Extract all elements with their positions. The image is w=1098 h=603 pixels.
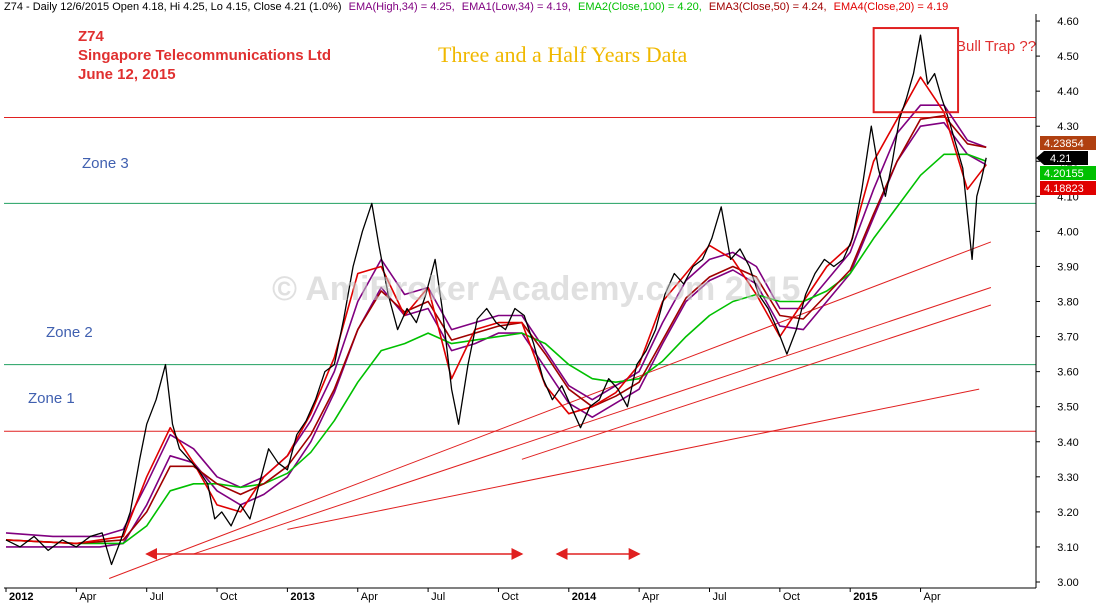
y-tick-label: 4.50: [1057, 51, 1078, 63]
trendline: [193, 287, 992, 555]
header-symbol-line: Z74 - Daily 12/6/2015 Open 4.18, Hi 4.25…: [4, 1, 342, 13]
bull-trap-label: Bull Trap ??: [956, 38, 1037, 55]
header-ema-50: EMA3(Close,50) = 4.24,: [708, 1, 827, 13]
y-tick-label: 3.70: [1057, 332, 1078, 344]
y-tick-label: 3.20: [1057, 507, 1078, 519]
x-tick-label: Jul: [713, 591, 727, 603]
price-tag-bg: [1040, 181, 1096, 195]
x-tick-label: 2013: [290, 591, 314, 603]
x-tick-label: Apr: [924, 591, 941, 603]
price-tag-label: 4.23854: [1044, 138, 1084, 150]
header-ema-high: EMA(High,34) = 4.25,: [348, 1, 455, 13]
price-tag-label: 4.20155: [1044, 168, 1084, 180]
price-tag-label: 4.21: [1050, 153, 1071, 165]
trendline: [287, 388, 980, 530]
x-tick-label: Jul: [150, 591, 164, 603]
y-tick-label: 4.60: [1057, 16, 1078, 28]
y-tick-label: 3.30: [1057, 472, 1078, 484]
x-tick-label: Apr: [361, 591, 378, 603]
ema-series-line: [5, 76, 987, 545]
bull-trap-box: [872, 27, 960, 114]
x-tick-label: Jul: [431, 591, 445, 603]
zone2-label: Zone 2: [46, 324, 93, 341]
x-tick-label: Oct: [220, 591, 237, 603]
x-tick-label: 2012: [9, 591, 33, 603]
chart-header: Z74 - Daily 12/6/2015 Open 4.18, Hi 4.25…: [4, 1, 952, 13]
ema-series-line: [5, 104, 987, 538]
zone1-label: Zone 1: [28, 390, 75, 407]
header-ema-20: EMA4(Close,20) = 4.19: [833, 1, 949, 13]
y-tick-label: 3.40: [1057, 437, 1078, 449]
watermark: © AmiBroker Academy.com 2015: [272, 270, 801, 308]
trendline: [109, 241, 992, 579]
y-tick-label: 3.60: [1057, 367, 1078, 379]
y-tick-label: 3.10: [1057, 542, 1078, 554]
y-tick-label: 4.30: [1057, 121, 1078, 133]
x-tick-label: Oct: [501, 591, 518, 603]
price-series-line: [5, 34, 987, 566]
y-tick-label: 4.00: [1057, 226, 1078, 238]
y-tick-label: 3.00: [1057, 577, 1078, 589]
trendline: [521, 304, 992, 460]
price-tag-bg: [1036, 151, 1088, 165]
header-ema-low: EMA1(Low,34) = 4.19,: [461, 1, 571, 13]
x-tick-label: Oct: [783, 591, 800, 603]
price-tag-bg: [1040, 166, 1096, 180]
y-tick-label: 3.80: [1057, 297, 1078, 309]
price-tag-label: 4.18823: [1044, 183, 1084, 195]
price-tag-bg: [1040, 136, 1096, 150]
y-tick-label: 3.50: [1057, 402, 1078, 414]
headline-label: Three and a Half Years Data: [438, 42, 688, 67]
company-label: Singapore Telecommunications Ltd: [78, 47, 332, 64]
y-tick-label: 4.40: [1057, 86, 1078, 98]
x-tick-label: 2015: [853, 591, 877, 603]
x-tick-label: Apr: [79, 591, 96, 603]
x-tick-label: Apr: [642, 591, 659, 603]
date-label: June 12, 2015: [78, 66, 176, 83]
zone3-label: Zone 3: [82, 155, 129, 172]
x-tick-label: 2014: [572, 591, 597, 603]
ticker-label: Z74: [78, 28, 104, 45]
header-ema-100: EMA2(Close,100) = 4.20,: [577, 1, 702, 13]
ema-series-line: [5, 114, 987, 545]
y-tick-label: 3.90: [1057, 261, 1078, 273]
